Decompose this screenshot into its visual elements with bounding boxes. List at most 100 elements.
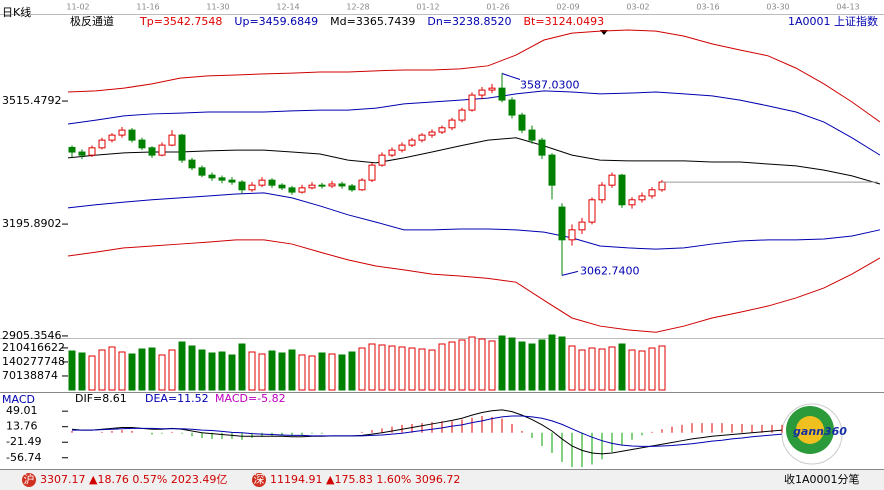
volume-bar (508, 337, 516, 391)
y-tick-label: 3515.4792 (2, 94, 62, 107)
y-tick-label: -56.74 (6, 451, 41, 464)
candle-body (168, 134, 176, 146)
y-tick-label: -21.49 (6, 435, 41, 448)
volume-bar (278, 352, 286, 391)
date-label: 01-12 (416, 3, 439, 12)
candle-body (228, 179, 236, 183)
date-label: 11-02 (66, 3, 89, 12)
volume-bar (418, 348, 426, 391)
volume-bar (478, 338, 486, 391)
volume-bar (618, 343, 626, 391)
annotation-pointer (501, 73, 521, 80)
tick-label[interactable]: 收1A0001分笔 (784, 472, 860, 486)
y-tick-label: 2905.3546 (2, 329, 62, 342)
readout: DIF=8.61 (75, 392, 127, 405)
candle-body (138, 139, 146, 149)
window-label: 日K线 (2, 5, 31, 19)
candle-body (528, 129, 536, 141)
candle-body (338, 183, 346, 187)
volume-bar (378, 344, 386, 391)
date-label: 11-16 (136, 3, 159, 12)
volume-bar (168, 349, 176, 391)
volume-bar (428, 349, 436, 391)
volume-bar (178, 341, 186, 391)
volume-bar (558, 336, 566, 391)
candle-body (578, 221, 586, 231)
candle-body (198, 167, 206, 176)
date-label: 04-13 (836, 3, 859, 12)
volume-bar (658, 345, 666, 391)
volume-bar (628, 349, 636, 391)
channel-line (67, 192, 881, 250)
volume-bar (108, 346, 116, 391)
volume-bar (438, 343, 446, 391)
y-tick-label: 3195.8902 (2, 217, 62, 230)
volume-bar (468, 336, 476, 391)
candle-body (358, 179, 366, 191)
annotation-pointer (561, 270, 579, 276)
volume-bar (548, 334, 556, 391)
annotation: 3587.0300 (520, 79, 580, 92)
date-label: 03-30 (766, 3, 789, 12)
candle-body (308, 184, 316, 189)
candle-body (588, 199, 596, 223)
volume-bar (528, 343, 536, 391)
date-label: 12-28 (346, 3, 369, 12)
candle-body (648, 189, 656, 197)
candle-body (378, 154, 386, 166)
volume-bar (308, 355, 316, 391)
volume-bar (358, 347, 366, 391)
volume-bar (648, 347, 656, 391)
dea-line (72, 415, 783, 447)
candle-body (208, 174, 216, 179)
volume-bar (78, 352, 86, 391)
panel-title: MACD (2, 393, 35, 406)
sz-icon-bg (252, 473, 266, 487)
candle-body (348, 185, 356, 191)
volume-bar (368, 343, 376, 391)
date-label: 11-30 (206, 3, 229, 12)
volume-bar (98, 349, 106, 391)
candle-body (458, 109, 466, 121)
candle-body (408, 139, 416, 146)
indicator-param: Dn=3238.8520 (427, 15, 511, 28)
candle-body (498, 87, 506, 101)
sh-icon: 沪 (24, 472, 35, 486)
candle-body (158, 144, 166, 156)
volume-bar (348, 351, 356, 391)
volume-bar (218, 351, 226, 391)
volume-bar (128, 353, 136, 391)
candle-body (318, 184, 326, 187)
volume-bar (318, 352, 326, 391)
candle-body (98, 139, 106, 149)
volume-bar (198, 349, 206, 391)
annotation: 3062.7400 (580, 264, 640, 277)
channel-line (67, 29, 881, 123)
volume-bar (228, 354, 236, 391)
candle-body (568, 229, 576, 241)
candle-body (298, 187, 306, 193)
date-label: 02-09 (556, 3, 579, 12)
date-label: 03-16 (696, 3, 719, 12)
candle-body (488, 87, 496, 91)
y-tick-label: 49.01 (6, 404, 38, 417)
volume-bar (488, 340, 496, 391)
volume-bar (448, 341, 456, 391)
volume-bar (188, 345, 196, 391)
readout: DEA=11.52 (145, 392, 209, 405)
sz-quote: 11194.91 ▲175.83 1.60% 3096.72 (270, 473, 460, 486)
candle-body (638, 195, 646, 201)
volume-bar (328, 353, 336, 391)
candle-body (108, 134, 116, 141)
candle-body (88, 147, 96, 156)
volume-bar (458, 339, 466, 391)
status-bar (0, 470, 884, 490)
channel-line (67, 239, 881, 333)
candle-body (468, 94, 476, 111)
logo: gann360 (793, 425, 847, 438)
volume-bar (148, 347, 156, 391)
y-tick-label: 13.76 (6, 420, 38, 433)
candle-body (268, 179, 276, 186)
